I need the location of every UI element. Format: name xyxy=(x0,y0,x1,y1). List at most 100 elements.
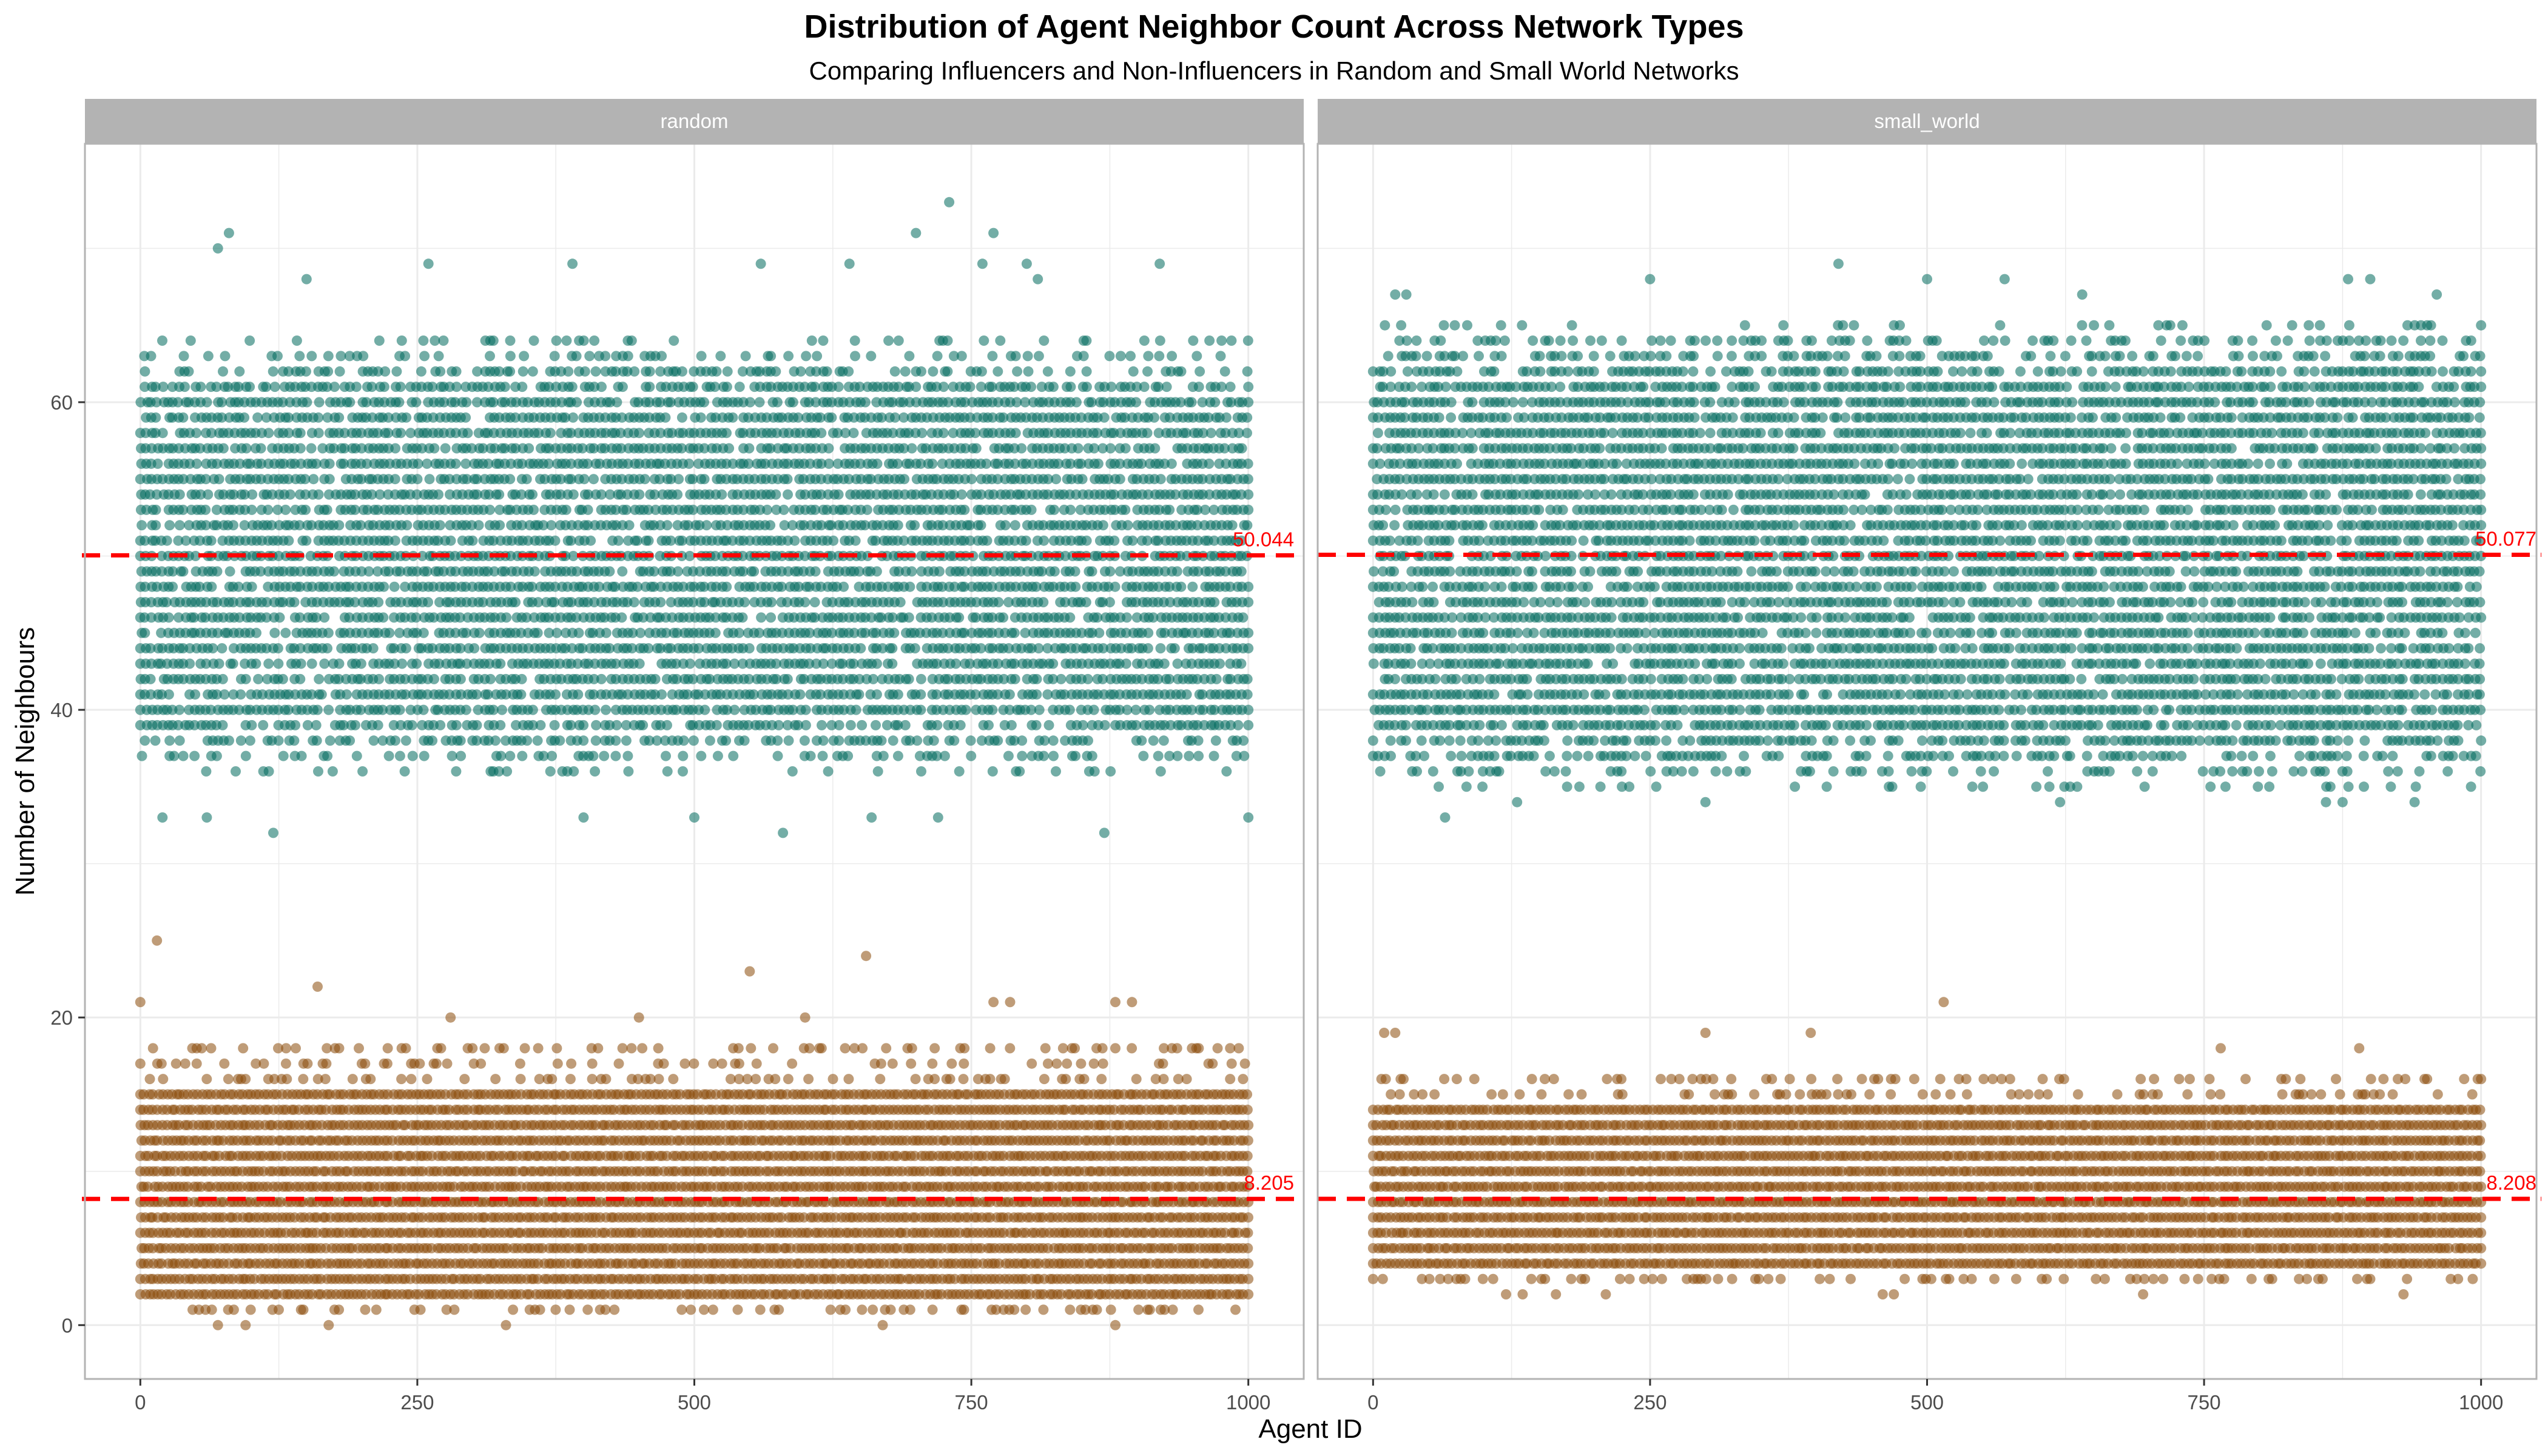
point-influencer xyxy=(289,735,300,746)
point-influencer xyxy=(400,735,411,746)
point-influencer xyxy=(1010,428,1021,439)
point-influencer xyxy=(976,366,987,377)
point-influencer xyxy=(1104,351,1115,362)
point-influencer xyxy=(588,689,599,700)
point-influencer-outlier xyxy=(301,274,312,285)
point-influencer xyxy=(240,750,251,761)
point-influencer xyxy=(183,366,194,377)
point-influencer xyxy=(1226,335,1237,346)
point-influencer xyxy=(319,658,330,669)
point-influencer xyxy=(721,382,732,393)
point-influencer xyxy=(217,720,228,730)
point-influencer xyxy=(1144,704,1155,715)
point-influencer xyxy=(554,735,565,746)
point-influencer xyxy=(1010,351,1021,362)
point-influencer xyxy=(1215,351,1226,362)
point-influencer xyxy=(517,750,528,761)
point-influencer xyxy=(178,566,189,577)
point-influencer xyxy=(766,351,777,362)
point-influencer xyxy=(1081,382,1092,393)
point-influencer xyxy=(411,658,422,669)
point-non-influencer xyxy=(298,1304,309,1315)
point-influencer xyxy=(495,720,506,730)
point-influencer xyxy=(1242,673,1253,684)
point-influencer xyxy=(1081,366,1092,377)
point-influencer xyxy=(695,412,706,423)
point-influencer xyxy=(806,335,817,346)
point-influencer xyxy=(136,750,147,761)
point-influencer xyxy=(174,704,185,715)
point-influencer xyxy=(516,689,527,700)
point-influencer xyxy=(231,766,241,777)
point-influencer xyxy=(435,366,446,377)
point-influencer xyxy=(334,366,345,377)
point-influencer xyxy=(942,366,953,377)
point-influencer xyxy=(696,351,707,362)
point-influencer xyxy=(174,489,185,500)
point-influencer xyxy=(519,351,530,362)
point-non-influencer xyxy=(1105,1304,1116,1315)
point-influencer xyxy=(800,597,811,608)
point-influencer xyxy=(324,458,335,469)
point-influencer xyxy=(191,458,202,469)
point-influencer xyxy=(998,612,1009,623)
point-influencer xyxy=(416,366,426,377)
point-influencer xyxy=(652,735,662,746)
point-influencer xyxy=(976,520,986,531)
point-influencer xyxy=(241,443,252,454)
point-influencer xyxy=(211,750,222,761)
point-influencer xyxy=(551,335,562,346)
point-influencer xyxy=(596,673,607,684)
point-influencer xyxy=(1197,689,1208,700)
point-non-influencer xyxy=(550,1304,561,1315)
point-influencer xyxy=(140,735,150,746)
point-influencer xyxy=(395,382,406,393)
point-influencer xyxy=(783,689,794,700)
point-influencer xyxy=(235,735,246,746)
point-influencer xyxy=(217,673,228,684)
point-influencer xyxy=(529,566,540,577)
point-influencer xyxy=(1051,474,1062,485)
point-influencer xyxy=(1122,520,1133,531)
point-influencer xyxy=(621,735,632,746)
point-influencer xyxy=(889,366,900,377)
point-influencer-outlier xyxy=(268,827,278,838)
point-influencer xyxy=(290,720,301,730)
point-influencer xyxy=(1049,566,1060,577)
point-influencer xyxy=(1131,720,1142,730)
point-influencer xyxy=(178,750,189,761)
point-influencer xyxy=(787,397,798,408)
point-influencer xyxy=(471,735,482,746)
point-influencer xyxy=(982,535,993,546)
point-influencer xyxy=(643,643,654,654)
point-influencer xyxy=(1153,750,1164,761)
point-influencer xyxy=(987,704,998,715)
point-influencer xyxy=(484,658,495,669)
point-influencer xyxy=(1038,597,1049,608)
point-influencer xyxy=(591,720,602,730)
point-influencer xyxy=(815,689,826,700)
point-influencer xyxy=(881,720,892,730)
point-influencer xyxy=(461,397,472,408)
point-influencer xyxy=(1051,766,1061,777)
point-influencer xyxy=(590,735,601,746)
point-influencer xyxy=(300,504,311,515)
point-influencer xyxy=(1083,735,1093,746)
point-influencer xyxy=(485,673,496,684)
point-influencer xyxy=(734,382,745,393)
point-influencer-outlier xyxy=(223,228,234,238)
point-influencer xyxy=(438,335,449,346)
point-influencer xyxy=(617,566,628,577)
point-influencer xyxy=(1120,443,1131,454)
point-influencer xyxy=(306,351,317,362)
point-influencer xyxy=(505,335,516,346)
point-influencer xyxy=(712,750,723,761)
point-influencer xyxy=(396,428,406,439)
point-influencer xyxy=(455,673,466,684)
point-non-influencer xyxy=(885,1304,896,1315)
point-influencer xyxy=(800,720,811,730)
point-influencer xyxy=(1071,397,1082,408)
point-non-influencer xyxy=(371,1304,382,1315)
point-influencer xyxy=(224,735,234,746)
